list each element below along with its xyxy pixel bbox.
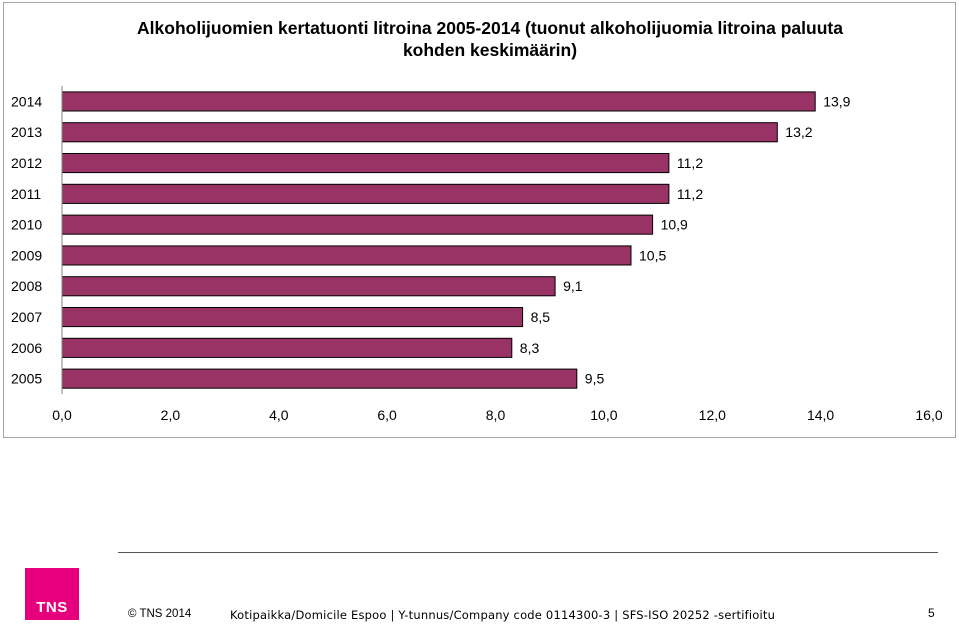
- x-tick-label: 16,0: [915, 407, 942, 423]
- y-tick-label-2007: 2007: [11, 309, 42, 325]
- data-label-2014: 13,9: [823, 93, 850, 109]
- y-tick-label-2005: 2005: [11, 371, 42, 387]
- bar-2007: [61, 307, 524, 328]
- y-tick-label-2006: 2006: [11, 340, 42, 356]
- bar-2012: [61, 153, 670, 174]
- data-label-2009: 10,5: [639, 247, 666, 263]
- bar-2005: [61, 368, 578, 389]
- footer-divider: [118, 552, 938, 553]
- x-tick-label: 0,0: [52, 407, 72, 423]
- data-label-2012: 11,2: [677, 155, 703, 171]
- y-tick-label-2013: 2013: [11, 124, 42, 140]
- y-tick-label-2009: 2009: [11, 247, 42, 263]
- page-number: 5: [928, 606, 935, 620]
- x-tick-label: 4,0: [269, 407, 289, 423]
- x-tick-label: 12,0: [699, 407, 726, 423]
- bar-2013: [61, 122, 778, 143]
- data-label-2013: 13,2: [785, 124, 812, 140]
- x-tick-label: 14,0: [807, 407, 834, 423]
- bars-layer: 2014 13,9 2013 13,2 2012 11,2 2011 11,2 2010 10,9…: [11, 91, 943, 423]
- y-tick-label-2010: 2010: [11, 217, 42, 233]
- data-label-2006: 8,3: [520, 340, 540, 356]
- x-tick-label: 6,0: [377, 407, 397, 423]
- y-tick-label-2014: 2014: [11, 93, 42, 109]
- data-label-2010: 10,9: [661, 217, 688, 233]
- bar-2008: [61, 276, 556, 297]
- chart-title: Alkoholijuomien kertatuonti litroina 200…: [137, 18, 843, 60]
- bar-2006: [61, 337, 513, 358]
- tns-logo: TNS: [25, 568, 79, 620]
- x-tick-label: 10,0: [590, 407, 617, 423]
- data-label-2007: 8,5: [531, 309, 551, 325]
- data-label-2005: 9,5: [585, 371, 605, 387]
- bar-2009: [61, 245, 632, 266]
- data-label-2011: 11,2: [677, 186, 703, 202]
- x-tick-label: 2,0: [161, 407, 181, 423]
- bar-2014: [61, 91, 816, 112]
- footer-copyright: © TNS 2014: [128, 608, 192, 620]
- bar-2010: [61, 214, 654, 235]
- bar-2011: [61, 183, 670, 204]
- x-tick-label: 8,0: [486, 407, 506, 423]
- y-tick-label-2011: 2011: [11, 186, 41, 202]
- y-tick-label-2012: 2012: [11, 155, 42, 171]
- y-tick-label-2008: 2008: [11, 278, 42, 294]
- data-label-2008: 9,1: [563, 278, 583, 294]
- tns-logo-text: TNS: [36, 599, 68, 616]
- footer-company-info: Kotipaikka/Domicile Espoo | Y-tunnus/Com…: [230, 608, 776, 622]
